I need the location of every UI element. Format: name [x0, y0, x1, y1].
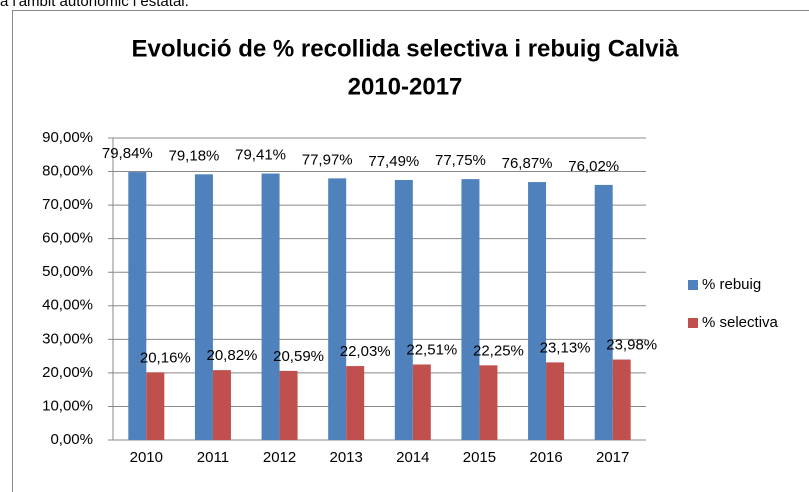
- legend-swatch: [688, 318, 698, 328]
- x-tick-label: 2015: [463, 449, 496, 466]
- y-tick-label: 70,00%: [42, 196, 93, 213]
- data-label: 22,51%: [406, 341, 457, 358]
- bar: [594, 184, 613, 440]
- y-tick-label: 80,00%: [42, 163, 93, 180]
- bar: [194, 174, 213, 440]
- bar: [461, 179, 480, 440]
- bar: [394, 179, 413, 440]
- data-label: 79,18%: [169, 147, 220, 164]
- bar: [479, 365, 498, 440]
- y-tick-label: 60,00%: [42, 230, 93, 247]
- chart-title: 2010-2017: [348, 73, 463, 100]
- y-tick-label: 0,00%: [50, 431, 93, 448]
- legend-swatch: [688, 280, 698, 290]
- data-label: 23,98%: [606, 337, 657, 354]
- data-label: 22,03%: [340, 343, 391, 360]
- bar: [128, 172, 147, 440]
- bar: [279, 370, 298, 440]
- x-tick-label: 2016: [529, 449, 562, 466]
- data-label: 20,59%: [273, 348, 324, 365]
- x-tick-label: 2014: [396, 449, 429, 466]
- legend-label: % rebuig: [702, 276, 761, 293]
- data-label: 76,02%: [568, 158, 619, 175]
- bar: [412, 364, 431, 440]
- y-tick-label: 30,00%: [42, 330, 93, 347]
- x-tick-label: 2011: [197, 449, 229, 466]
- data-label: 77,97%: [302, 151, 353, 168]
- bar: [261, 173, 280, 440]
- chart-title: Evolució de % recollida selectiva i rebu…: [132, 35, 680, 62]
- bar: [212, 370, 231, 440]
- bar: [528, 182, 547, 440]
- y-tick-label: 20,00%: [42, 364, 93, 381]
- bar: [346, 366, 365, 440]
- data-label: 79,41%: [235, 147, 286, 164]
- data-label: 77,75%: [435, 152, 486, 169]
- bar: [612, 359, 631, 440]
- bar: [146, 372, 165, 440]
- y-tick-label: 10,00%: [42, 397, 93, 414]
- x-tick-label: 2013: [330, 449, 363, 466]
- data-label: 20,82%: [207, 347, 258, 364]
- data-label: 79,84%: [102, 145, 153, 162]
- data-label: 77,49%: [368, 153, 419, 170]
- bar: [546, 362, 565, 440]
- header-text: a l'àmbit autonòmic i estatal.: [0, 0, 189, 10]
- bar: [328, 178, 347, 440]
- legend-label: % selectiva: [702, 314, 779, 331]
- y-tick-label: 40,00%: [42, 297, 93, 314]
- data-label: 76,87%: [502, 155, 553, 172]
- data-label: 20,16%: [140, 349, 191, 366]
- data-label: 23,13%: [540, 339, 591, 356]
- x-tick-label: 2012: [263, 449, 296, 466]
- data-label: 22,25%: [473, 342, 524, 359]
- x-tick-label: 2010: [130, 449, 163, 466]
- x-tick-label: 2017: [596, 449, 629, 466]
- y-tick-label: 50,00%: [42, 263, 93, 280]
- y-tick-label: 90,00%: [42, 129, 93, 146]
